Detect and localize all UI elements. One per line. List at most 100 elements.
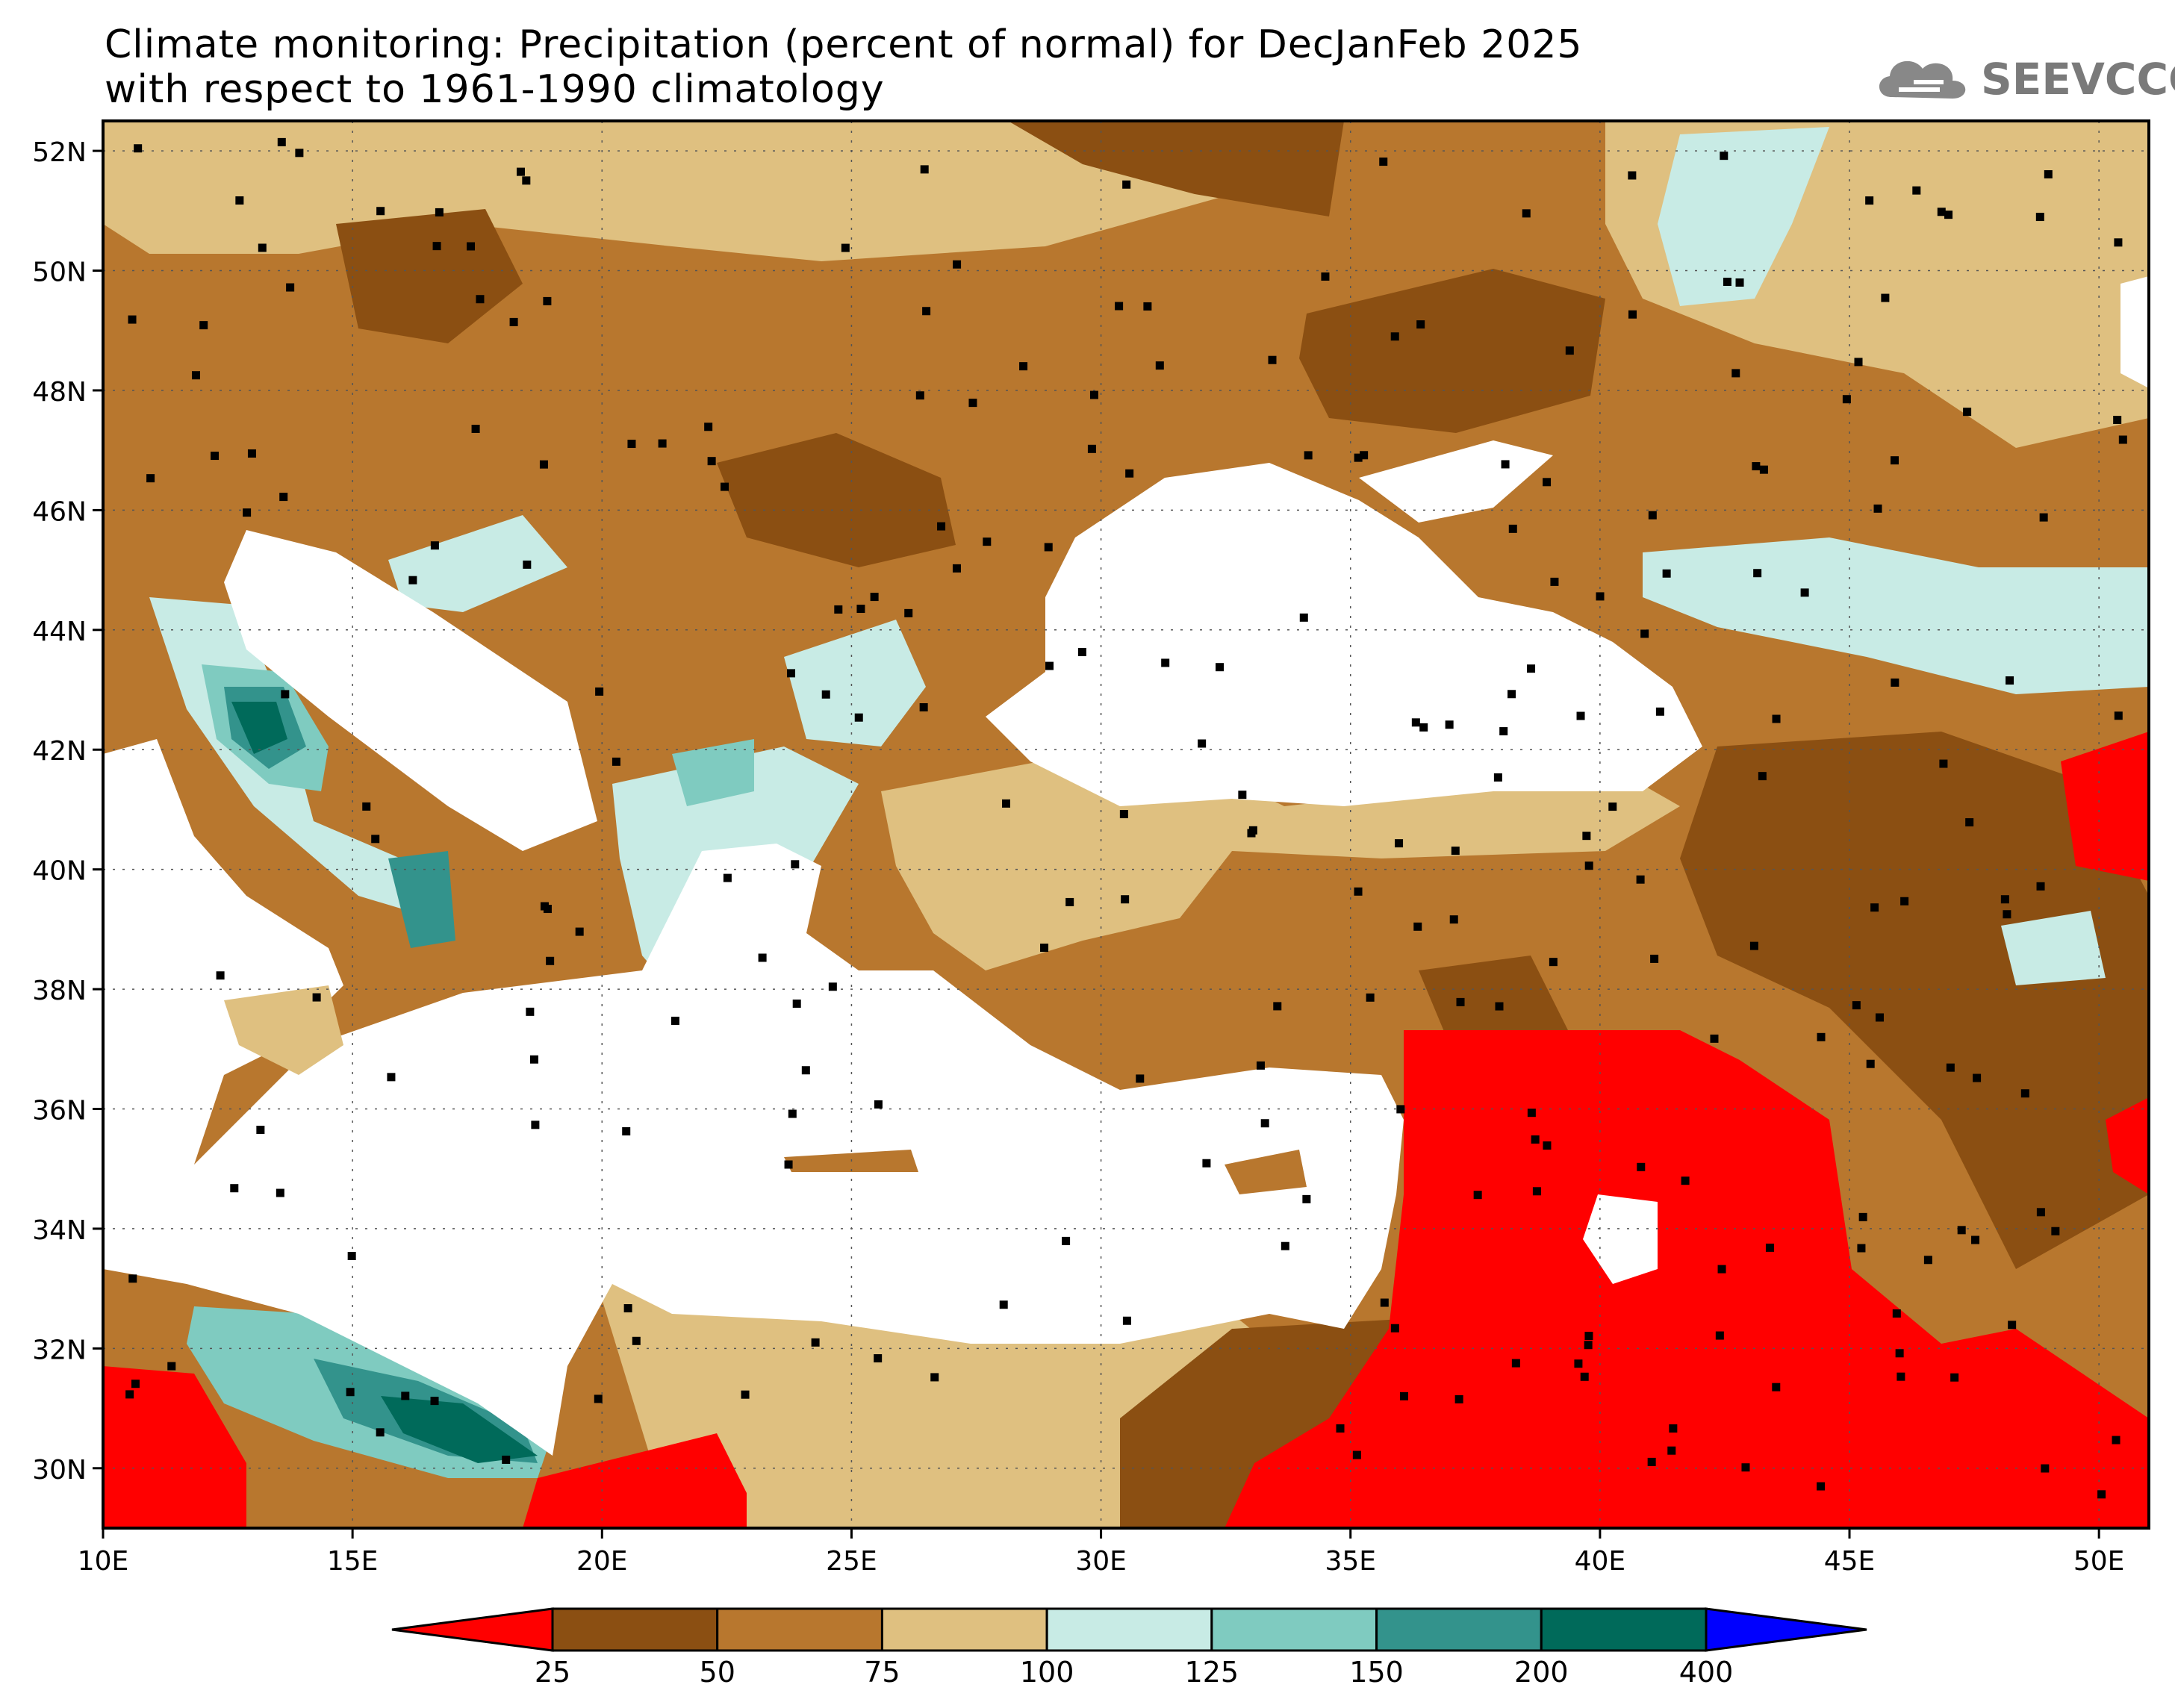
station-marker — [1456, 997, 1465, 1006]
station-marker — [1765, 1243, 1774, 1252]
station-marker — [704, 423, 713, 431]
station-marker — [1543, 1141, 1552, 1150]
station-marker — [721, 482, 729, 491]
void-russia — [2120, 276, 2149, 388]
station-marker — [1550, 577, 1559, 586]
legend-tick-label: 100 — [1020, 1656, 1074, 1689]
station-marker — [2006, 676, 2014, 685]
station-marker — [707, 457, 716, 466]
station-marker — [1390, 1324, 1399, 1333]
station-marker — [1758, 772, 1767, 781]
station-marker — [2036, 882, 2045, 891]
station-marker — [1380, 1298, 1389, 1307]
station-marker — [2118, 435, 2127, 444]
station-marker — [2112, 1436, 2120, 1444]
station-marker — [1937, 208, 1946, 216]
station-marker — [1950, 1373, 1959, 1382]
station-marker — [1842, 395, 1851, 404]
station-marker — [1161, 658, 1170, 667]
station-marker — [1087, 444, 1096, 453]
station-marker — [1019, 362, 1028, 371]
zone-dark-ukraine-n — [1008, 121, 1344, 216]
legend-swatch — [1375, 1607, 1543, 1652]
zone-red-middle-east — [1225, 1030, 2149, 1528]
station-marker — [1896, 1372, 1905, 1381]
station-marker — [983, 537, 992, 546]
station-marker — [1817, 1032, 1826, 1041]
station-marker — [125, 1390, 134, 1399]
station-marker — [531, 1121, 540, 1129]
station-marker — [247, 449, 256, 458]
station-marker — [1753, 569, 1762, 578]
station-marker — [801, 1066, 810, 1075]
legend-tick-label: 125 — [1185, 1656, 1239, 1689]
station-marker — [1890, 456, 1899, 465]
station-marker — [1321, 272, 1330, 281]
station-marker — [2113, 416, 2122, 425]
station-marker — [1507, 690, 1516, 699]
station-marker — [2008, 1321, 2017, 1330]
station-marker — [627, 440, 636, 449]
lat-label: 38N — [32, 976, 87, 1006]
station-marker — [1669, 1424, 1678, 1433]
station-marker — [1155, 361, 1164, 370]
station-marker — [1248, 826, 1257, 835]
station-marker — [1040, 944, 1049, 953]
station-marker — [874, 1100, 883, 1109]
lon-label: 40E — [1575, 1546, 1626, 1577]
lat-label: 52N — [32, 137, 87, 168]
station-marker — [1522, 209, 1531, 218]
station-marker — [788, 1109, 797, 1118]
station-marker — [543, 296, 552, 305]
station-marker — [1912, 186, 1921, 195]
station-marker — [1354, 887, 1363, 896]
station-marker — [235, 196, 244, 205]
legend-tick-label: 400 — [1679, 1656, 1734, 1689]
station-marker — [1366, 993, 1375, 1002]
zone-teal-macedonia — [672, 739, 754, 806]
station-marker — [1650, 954, 1659, 963]
station-marker — [1299, 613, 1308, 622]
station-marker — [276, 1188, 284, 1197]
station-marker — [1531, 1135, 1540, 1144]
station-marker — [792, 999, 801, 1008]
station-marker — [1511, 1359, 1520, 1368]
station-marker — [821, 690, 830, 699]
station-marker — [408, 576, 417, 585]
lat-label: 50N — [32, 258, 87, 288]
station-marker — [1565, 346, 1574, 355]
station-marker — [723, 873, 732, 882]
station-marker — [1390, 332, 1399, 341]
station-marker — [430, 1397, 439, 1406]
legend-tick-label: 150 — [1349, 1656, 1404, 1689]
zone-cyan-croatia — [388, 515, 567, 612]
zone-dark-romania — [717, 433, 956, 567]
station-marker — [1352, 1450, 1361, 1459]
station-marker — [1817, 1482, 1826, 1491]
station-marker — [1122, 1316, 1131, 1325]
station-marker — [1723, 278, 1731, 287]
station-marker — [595, 687, 604, 696]
station-marker — [811, 1338, 820, 1347]
station-marker — [1965, 818, 1974, 827]
station-marker — [1449, 915, 1458, 924]
station-marker — [1946, 1063, 1955, 1072]
station-marker — [476, 295, 485, 304]
station-marker — [1493, 773, 1502, 782]
station-marker — [1720, 152, 1729, 160]
station-marker — [1532, 1187, 1541, 1196]
station-marker — [1866, 1059, 1875, 1068]
map-field — [103, 121, 2149, 1528]
station-marker — [841, 243, 850, 252]
station-marker — [128, 315, 137, 324]
station-marker — [1608, 802, 1617, 811]
station-marker — [1647, 1457, 1656, 1466]
station-marker — [1923, 1256, 1932, 1265]
station-marker — [526, 1007, 535, 1016]
station-marker — [1216, 663, 1225, 672]
station-marker — [540, 902, 549, 911]
station-marker — [1045, 661, 1054, 670]
station-marker — [1454, 1394, 1463, 1403]
station-marker — [658, 439, 667, 448]
station-marker — [1939, 759, 1948, 768]
